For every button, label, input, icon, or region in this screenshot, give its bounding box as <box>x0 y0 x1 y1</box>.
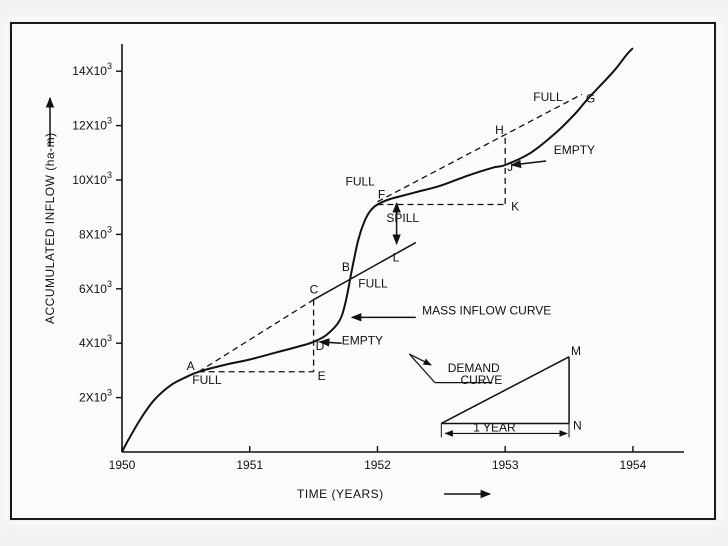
point-label-C: C <box>310 283 319 297</box>
dashed-construction-lines <box>198 93 583 373</box>
point-label-E: E <box>318 369 326 383</box>
y-tick-label: 6X103 <box>79 279 112 296</box>
point-label-M: M <box>571 344 581 358</box>
x-tick-label: 1950 <box>109 458 136 472</box>
annotation-label: EMPTY <box>554 143 595 157</box>
demand-line <box>440 356 570 425</box>
annotation-label: SPILL <box>386 211 419 225</box>
y-tick-label: 14X103 <box>72 61 112 78</box>
empty-pointer-arrow <box>510 159 547 169</box>
demand-tangent-lines <box>313 241 417 301</box>
point-label-G: G <box>586 91 595 105</box>
mass-curve-chart: 2X103 4X103 6X103 8X103 10X103 12X103 14X103 1… <box>43 44 684 501</box>
y-ticks: 2X103 4X103 6X103 8X103 10X103 12X103 14X103 <box>72 61 122 405</box>
annotation-label: DEMAND <box>448 361 500 375</box>
pointer-arrows <box>318 159 547 347</box>
point-label-L: L <box>393 250 400 264</box>
x-tick-label: 1951 <box>236 458 263 472</box>
y-tick-label: 12X103 <box>72 116 112 133</box>
point-label-H: H <box>495 123 504 137</box>
point-label-N: N <box>573 418 582 432</box>
x-ticks: 1950 1951 1952 1953 1954 <box>109 446 647 472</box>
tangent-line <box>313 241 417 301</box>
x-axis-title: TIME (YEARS) <box>297 487 492 501</box>
annotation-label: 1 YEAR <box>473 421 516 435</box>
demand-leader-arrow <box>409 353 432 366</box>
empty-pointer-arrow <box>318 338 342 347</box>
annotation-label: EMPTY <box>342 334 383 348</box>
y-axis-label: ACCUMULATED INFLOW (ha-m) <box>43 132 57 324</box>
annotation-label: CURVE <box>460 373 502 387</box>
dashed-line <box>377 93 583 203</box>
demand-triangle <box>408 353 570 438</box>
dashed-line <box>198 299 314 373</box>
axes <box>121 44 684 453</box>
y-tick-label: 2X103 <box>79 388 112 405</box>
y-tick-label: 8X103 <box>79 224 112 241</box>
mass-inflow-curve <box>121 47 634 453</box>
x-tick-label: 1953 <box>492 458 519 472</box>
annotation-label: FULL <box>346 174 376 188</box>
annotation-label: FULL <box>192 373 222 387</box>
point-label-D: D <box>316 339 325 353</box>
x-tick-label: 1954 <box>620 458 647 472</box>
annotation-label: MASS INFLOW CURVE <box>422 304 551 318</box>
annotation-label: FULL <box>533 90 563 104</box>
annotations: FULL EMPTY FULL FULL SPILL EMPTY FULL MASS INFL… <box>192 90 595 434</box>
y-tick-label: 10X103 <box>72 170 112 187</box>
point-label-F: F <box>378 187 385 201</box>
x-axis-label: TIME (YEARS) <box>297 487 384 501</box>
annotation-label: FULL <box>358 276 388 290</box>
point-label-A: A <box>187 359 195 373</box>
point-label-K: K <box>511 199 519 213</box>
point-label-J: J <box>507 160 513 174</box>
point-label-B: B <box>342 260 350 274</box>
y-tick-label: 4X103 <box>79 333 112 350</box>
chart-frame: 2X103 4X103 6X103 8X103 10X103 12X103 14X103 1… <box>10 22 716 520</box>
y-axis-title: ACCUMULATED INFLOW (ha-m) <box>43 96 57 324</box>
x-tick-label: 1952 <box>364 458 391 472</box>
demand-leader <box>408 353 436 384</box>
point-labels: A B C D E F G H J K L M N <box>187 91 596 432</box>
